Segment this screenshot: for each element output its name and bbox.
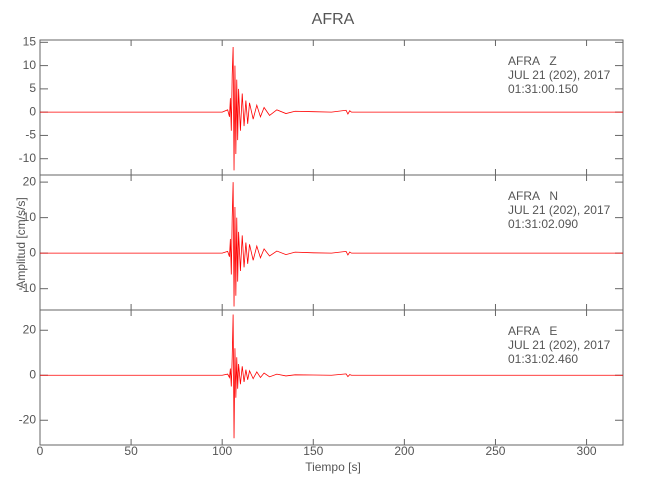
x-tick-label: 150 <box>303 444 323 458</box>
y-tick-label: 10 <box>23 210 37 224</box>
x-tick-label: 0 <box>37 444 44 458</box>
trace <box>40 314 623 439</box>
x-tick-label: 200 <box>394 444 414 458</box>
y-tick-label: 0 <box>29 245 36 259</box>
y-tick-label: 5 <box>29 81 36 95</box>
y-tick-label: -10 <box>19 281 37 295</box>
chart-title: AFRA <box>312 11 355 28</box>
panel-frame <box>39 309 624 446</box>
y-tick-label: -5 <box>25 128 36 142</box>
annotation: AFRA E <box>508 324 557 338</box>
y-tick-label: 15 <box>23 34 37 48</box>
y-tick-label: 20 <box>23 174 37 188</box>
x-axis-label: Tiempo [s] <box>305 460 361 474</box>
annotation: 01:31:02.090 <box>508 217 578 231</box>
y-tick-label: 10 <box>23 58 37 72</box>
y-tick-label: 0 <box>29 367 36 381</box>
x-tick-label: 250 <box>485 444 505 458</box>
trace <box>40 182 623 307</box>
annotation: AFRA Z <box>508 54 557 68</box>
y-tick-label: 20 <box>23 322 37 336</box>
trace <box>40 46 623 171</box>
y-tick-label: -10 <box>19 151 37 165</box>
y-tick-label: -20 <box>19 412 37 426</box>
y-tick-label: 0 <box>29 104 36 118</box>
annotation: AFRA N <box>508 189 558 203</box>
annotation: JUL 21 (202), 2017 <box>508 68 611 82</box>
x-tick-label: 50 <box>124 444 138 458</box>
y-axis-label: Amplitud [cm/s/s] <box>14 197 28 288</box>
annotation: 01:31:02.460 <box>508 352 578 366</box>
x-tick-label: 300 <box>577 444 597 458</box>
annotation: JUL 21 (202), 2017 <box>508 203 611 217</box>
annotation: JUL 21 (202), 2017 <box>508 338 611 352</box>
x-tick-label: 100 <box>212 444 232 458</box>
annotation: 01:31:00.150 <box>508 82 578 96</box>
